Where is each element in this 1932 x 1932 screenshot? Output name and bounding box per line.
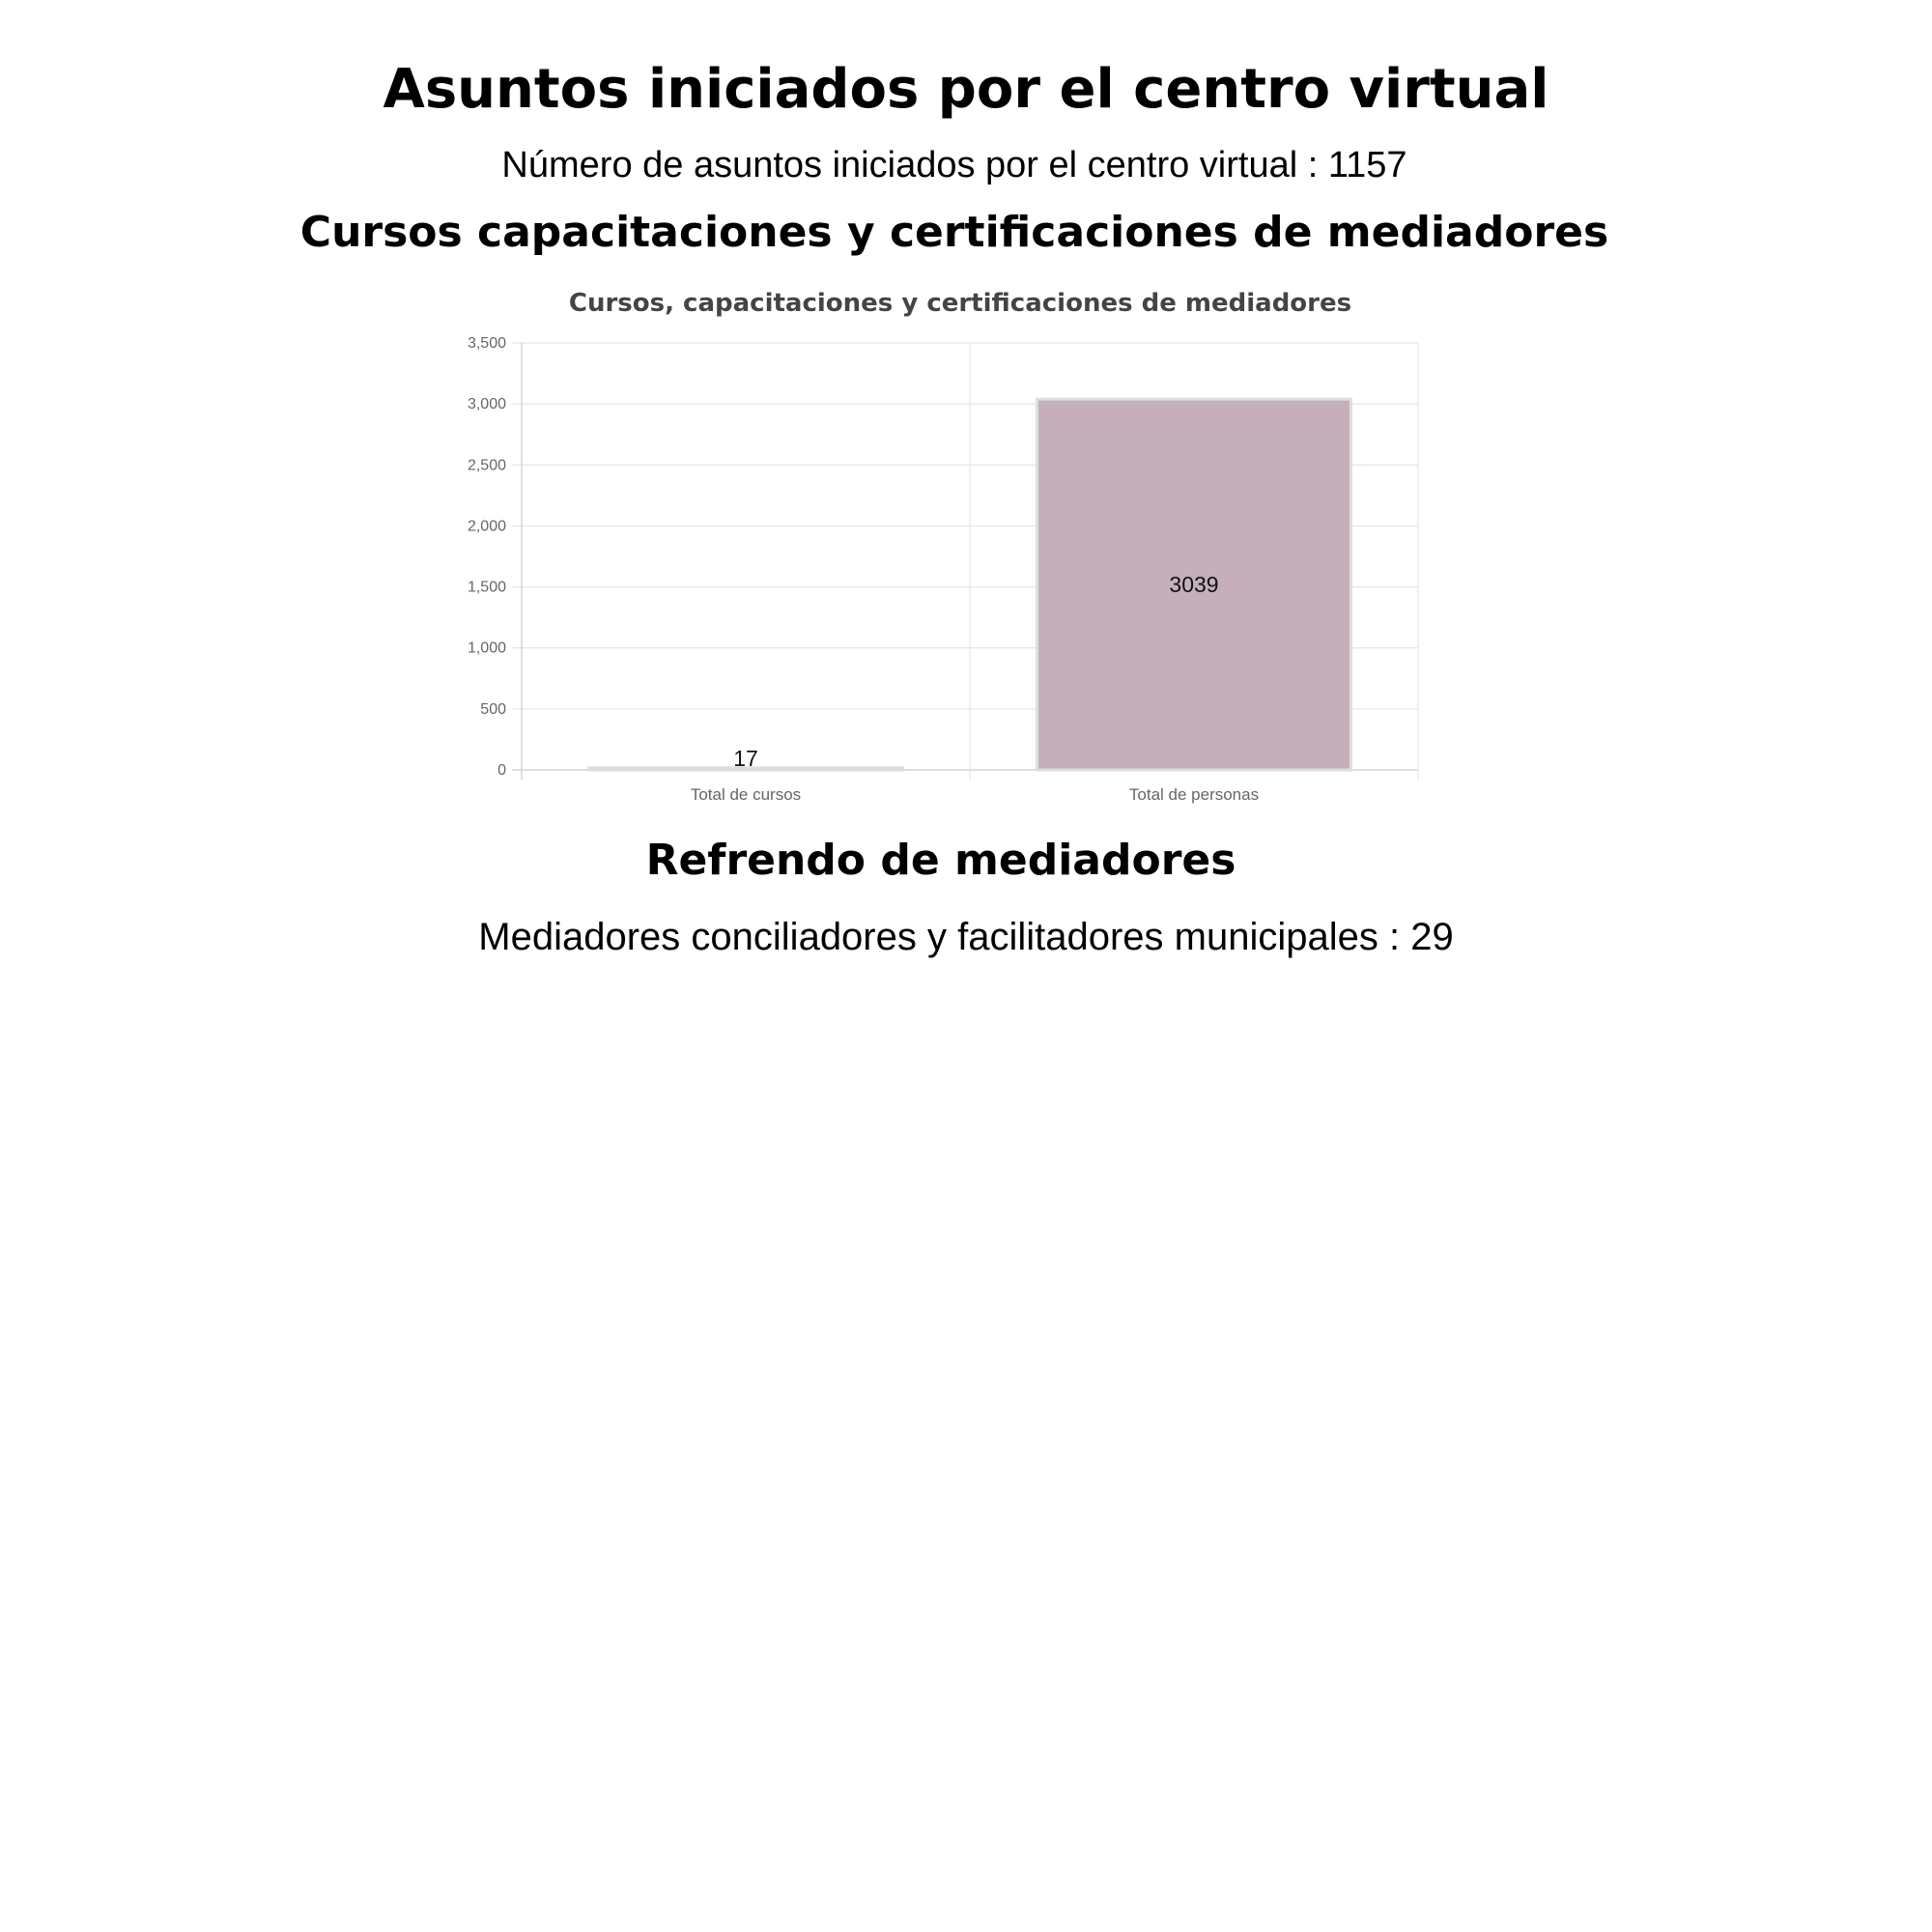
mediators-count-text: Mediadores conciliadores y facilitadores…: [478, 916, 1454, 958]
x-category-label: Total de personas: [1129, 785, 1259, 804]
y-tick-label: 500: [480, 701, 506, 718]
bar-2: [1036, 397, 1352, 772]
y-tick-label: 1,500: [468, 580, 506, 596]
courses-bar-chart: Cursos, capacitaciones y certificaciones…: [425, 280, 1449, 821]
y-tick-label: 1,000: [468, 640, 506, 657]
bar-value-label: 3039: [1169, 572, 1218, 597]
y-tick-label: 2,500: [468, 457, 506, 473]
y-tick-label: 0: [497, 762, 506, 779]
section-title-endorsement: Refrendo de mediadores: [645, 836, 1236, 885]
bar-1: [587, 766, 904, 772]
chart-canvas: Cursos, capacitaciones y certificaciones…: [468, 289, 1419, 804]
chart-title: Cursos, capacitaciones y certificaciones…: [569, 289, 1351, 318]
bar-value-label: 17: [733, 746, 758, 771]
y-tick-label: 2,000: [468, 518, 506, 534]
virtual-center-count-text: Número de asuntos iniciados por el centr…: [501, 145, 1407, 185]
y-tick-label: 3,000: [468, 396, 506, 412]
section-title-courses: Cursos capacitaciones y certificaciones …: [299, 208, 1609, 257]
x-category-label: Total de cursos: [691, 785, 801, 804]
page-title-virtual-center: Asuntos iniciados por el centro virtual: [383, 58, 1549, 121]
y-tick-label: 3,500: [468, 335, 506, 352]
